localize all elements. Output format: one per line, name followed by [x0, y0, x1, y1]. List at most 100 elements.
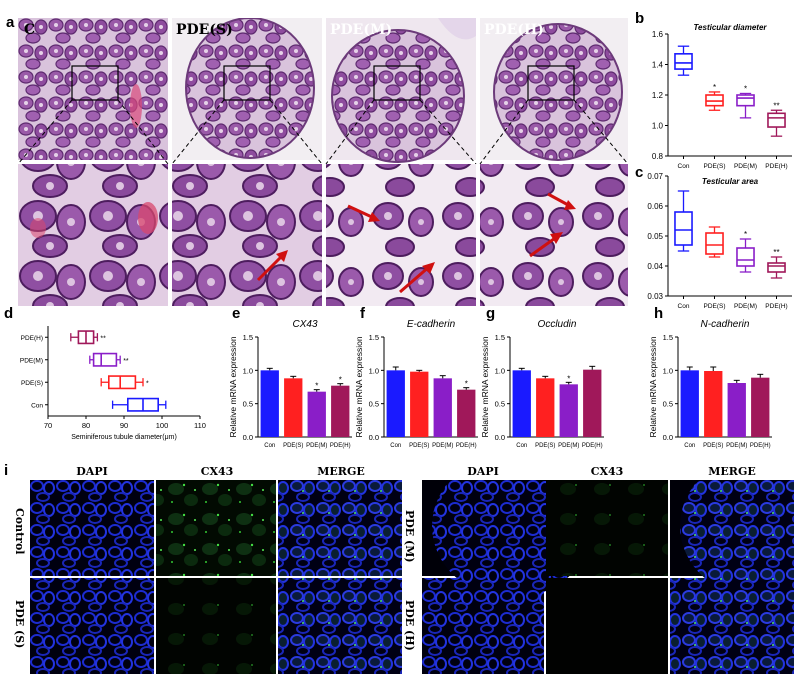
chart-cx43: CX43 Relative mRNA expression 0.0 0.5 1.0 1.5… [228, 319, 352, 449]
x-tick-label: 80 [82, 421, 90, 430]
x-tick-label: PDE(S) [703, 163, 725, 170]
bar [727, 383, 746, 437]
histology-control-high [18, 164, 168, 306]
x-tick-label: 70 [44, 421, 52, 430]
x-tick-label: Con [390, 443, 401, 449]
bar [410, 371, 429, 437]
bar [704, 371, 723, 437]
x-tick-label: PDE(S) [535, 443, 555, 449]
panel-letter-a: a [6, 14, 15, 31]
x-tick-label: PDE(S) [283, 443, 303, 449]
histology-title-pde-h: PDE(H) [484, 22, 544, 38]
zoom-lines [18, 99, 628, 165]
chart-title: Occludin [538, 319, 577, 330]
chart-title: Testicular diameter [693, 23, 767, 32]
significance-mark: * [744, 230, 747, 239]
histology-title-pde-s: PDE(S) [176, 22, 233, 38]
significance-mark: ** [123, 358, 129, 365]
fluor-row-control: Control [13, 508, 26, 555]
y-tick-label: 0.5 [369, 400, 379, 409]
panel-letter-d: d [4, 305, 14, 322]
x-tick-label: Con [678, 163, 690, 170]
y-tick-label: 0.0 [663, 433, 673, 442]
box [767, 112, 786, 128]
significance-mark: * [465, 380, 468, 389]
y-axis-label: Relative mRNA expression [648, 336, 658, 437]
bar [284, 378, 303, 437]
y-tick-label: 1.6 [652, 30, 664, 39]
panel-letter-h: h [654, 305, 664, 322]
x-tick-label: PDE(H) [765, 303, 787, 310]
panel-letter-c: c [635, 164, 644, 181]
y-tick-label: 0.03 [647, 292, 663, 301]
fluor-pde-h-merge [670, 578, 794, 674]
x-tick-label: PDE(M) [734, 303, 757, 310]
box [108, 375, 137, 390]
x-tick-label: PDE(M) [306, 443, 327, 449]
histology-pde-s-low [172, 18, 322, 160]
chart-testicular-diameter: Testicular diameter 0.8 1.0 1.2 1.4 1.6 Con PDE… [652, 23, 792, 170]
fluor-col-cx43-right: CX43 [590, 465, 624, 478]
y-tick-label: 0.04 [647, 262, 663, 271]
fluor-pde-m-cx43 [546, 480, 668, 576]
fluor-pde-h-cx43 [546, 578, 668, 674]
box [674, 211, 693, 246]
box [705, 94, 724, 107]
box [736, 247, 755, 267]
bar [386, 370, 405, 437]
significance-mark: ** [773, 101, 779, 110]
y-tick-label: 0.06 [647, 202, 663, 211]
fluor-control-dapi [30, 480, 154, 576]
y-tick-label: 1.0 [243, 366, 253, 375]
x-tick-label: 100 [156, 421, 169, 430]
fluor-control-merge [278, 480, 402, 576]
x-tick-label: Con [516, 443, 527, 449]
x-axis-label: Seminiferous tubule diameter(μm) [71, 434, 177, 441]
box [767, 262, 786, 273]
fluor-col-merge-left: MERGE [317, 465, 365, 478]
x-tick-label: PDE(H) [750, 443, 771, 449]
histology-control-low [18, 18, 168, 160]
y-tick-label: 1.4 [652, 61, 664, 70]
y-tick-label: 1.0 [663, 366, 673, 375]
fluor-col-dapi-left: DAPI [76, 465, 108, 478]
fluor-pde-h-dapi [422, 578, 544, 674]
y-tick-label: PDE(H) [21, 335, 43, 342]
histology-pde-m-low [326, 18, 476, 163]
x-tick-label: 90 [120, 421, 128, 430]
y-tick-label: PDE(M) [20, 357, 43, 364]
significance-mark: * [567, 374, 570, 383]
y-tick-label: 0.0 [369, 433, 379, 442]
histology-pde-h-low [480, 18, 628, 161]
y-tick-label: 0.5 [663, 400, 673, 409]
x-tick-label: PDE(H) [765, 163, 787, 170]
chart-title: E-cadherin [407, 319, 456, 330]
y-tick-label: 0.05 [647, 232, 663, 241]
significance-mark: * [713, 83, 716, 92]
x-tick-label: 110 [194, 421, 206, 430]
chart-occludin: Occludin Relative mRNA expression 0.0 0.5 1.… [480, 319, 604, 449]
chart-title: CX43 [292, 319, 317, 330]
chart-tubule-diameter: 70 80 90 100 110 Seminiferous tubule diameter… [20, 326, 206, 441]
bar [751, 377, 770, 437]
x-tick-label: PDE(H) [582, 443, 603, 449]
fluorescence-left-grid [30, 480, 402, 674]
panel-letter-g: g [486, 305, 496, 322]
fluor-control-cx43 [156, 480, 276, 576]
histology-title-pde-m: PDE(M) [330, 22, 393, 38]
histology-panel [18, 18, 628, 306]
x-tick-label: Con [684, 443, 695, 449]
fluor-col-dapi-right: DAPI [467, 465, 499, 478]
y-tick-label: 0.5 [495, 400, 505, 409]
x-tick-label: PDE(M) [432, 443, 453, 449]
y-tick-label: 1.0 [652, 122, 664, 131]
box [92, 352, 118, 367]
fluor-row-pde-m: PDE (M) [403, 510, 416, 563]
significance-mark: ** [100, 335, 106, 342]
y-axis-label: Relative mRNA expression [480, 336, 490, 437]
box [674, 53, 693, 70]
box [705, 232, 724, 255]
fluor-col-merge-right: MERGE [708, 465, 756, 478]
significance-mark: * [339, 376, 342, 385]
chart-title: N-cadherin [701, 319, 750, 330]
